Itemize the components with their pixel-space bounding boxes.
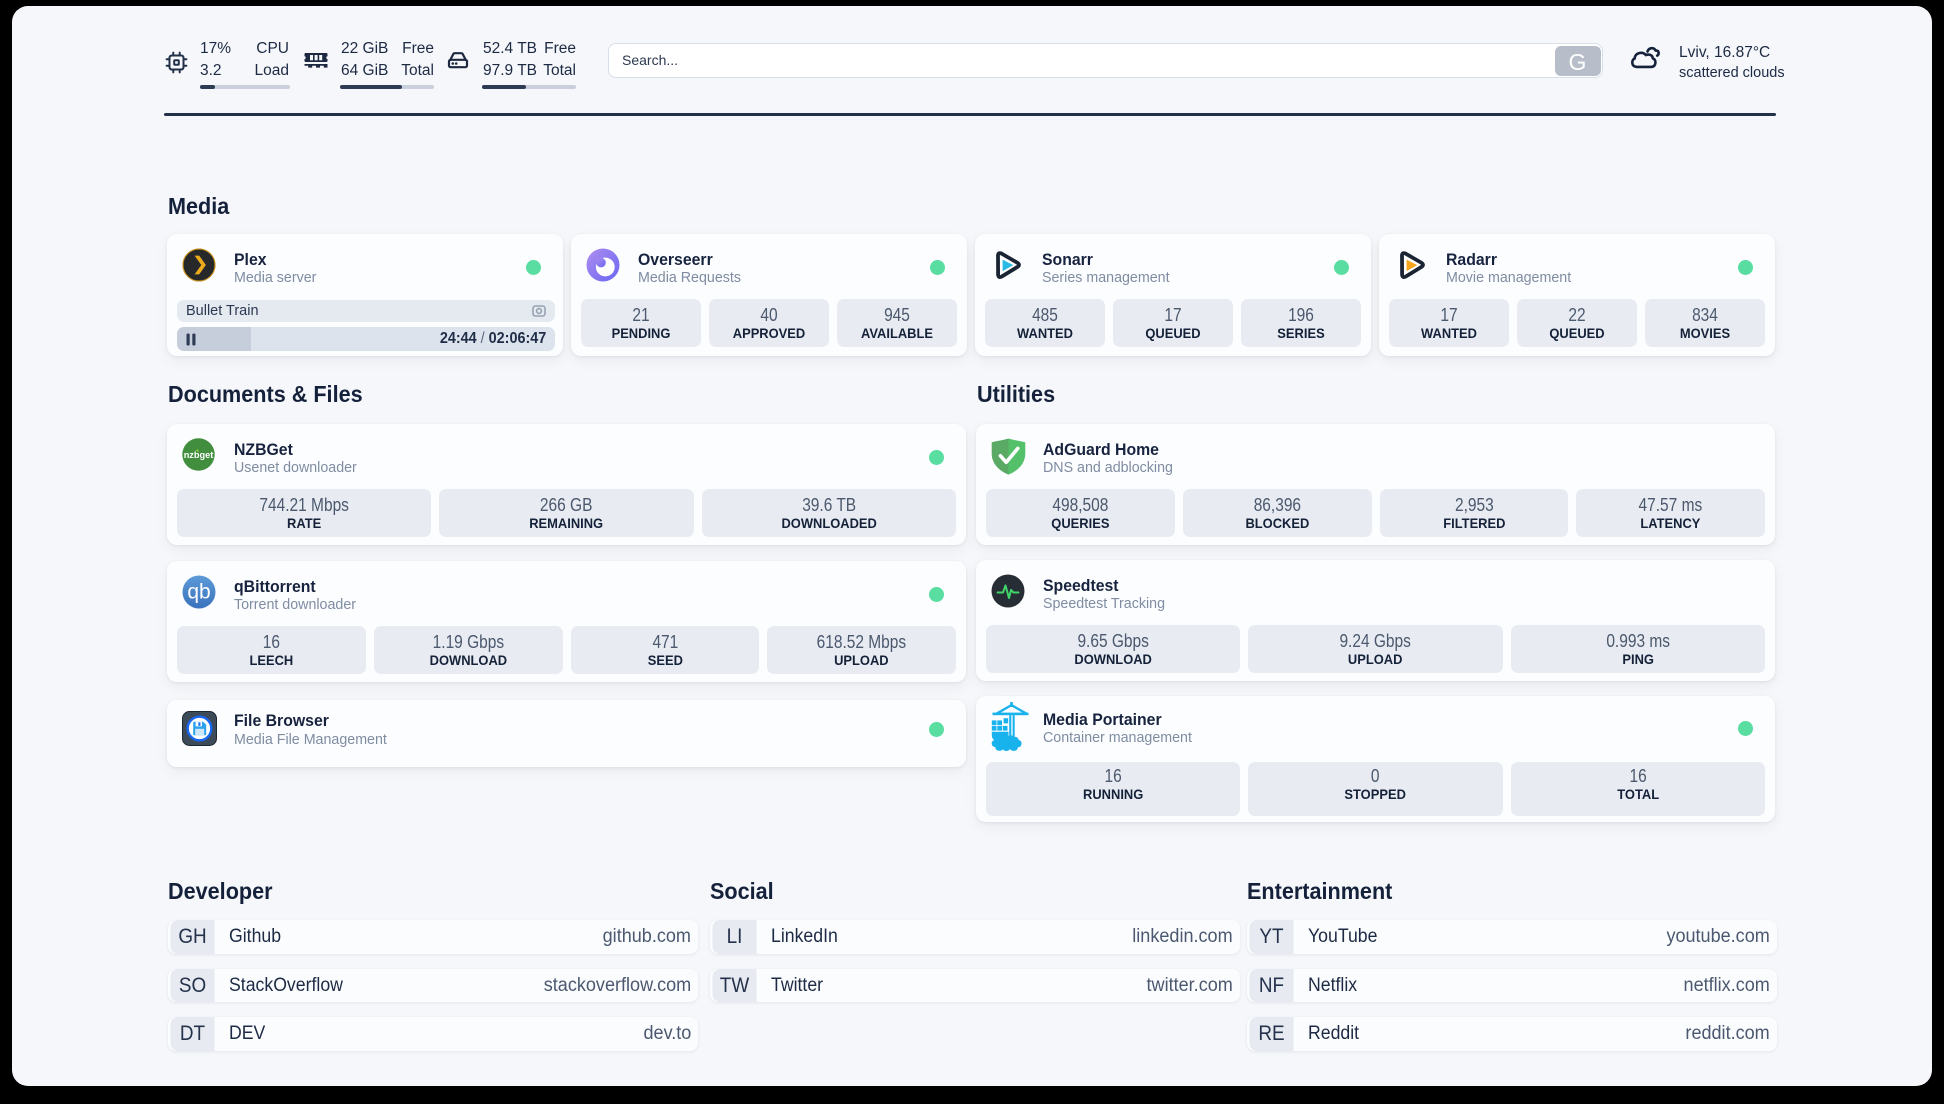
svg-text:qb: qb <box>187 581 210 604</box>
svg-text:nzbget: nzbget <box>184 450 214 460</box>
